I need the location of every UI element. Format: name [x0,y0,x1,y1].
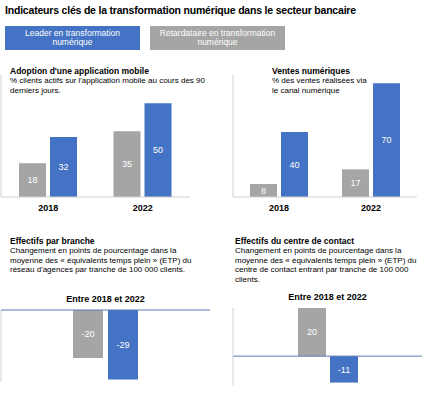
html-text:Leader en transformation numér: Leader en transformation numérique [25,27,120,47]
svg-text:-11: -11 [338,365,350,375]
svg-text:Entre 2018 et 2022: Entre 2018 et 2022 [288,292,367,302]
svg-text:35: 35 [122,159,132,169]
html-text:Adoption d'une application mob: Adoption d'une application mobile [10,66,149,76]
html-text:Ventes numériques: Ventes numériques [272,66,350,76]
svg-text:2018: 2018 [38,203,58,213]
svg-text:8: 8 [261,186,266,196]
svg-text:-20: -20 [81,329,94,339]
svg-text:Entre 2018 et 2022: Entre 2018 et 2022 [66,294,145,304]
svg-text:2022: 2022 [133,203,153,213]
svg-text:18: 18 [27,175,37,185]
svg-text:17: 17 [350,178,360,188]
html-text:Effectifs du centre de contact: Effectifs du centre de contact [235,236,354,246]
svg-text:2018: 2018 [269,203,289,213]
html-text:Changement en points de pource: Changement en points de pourcentage dans… [235,246,417,284]
svg-text:70: 70 [381,135,391,145]
html-text:Effectifs par branche: Effectifs par branche [10,236,95,246]
svg-text:-29: -29 [116,340,129,350]
html-text:% des ventes réalisées via le: % des ventes réalisées via le canal numé… [272,76,367,95]
svg-text:40: 40 [289,160,299,170]
html-text:Indicateurs clés de la transfo: Indicateurs clés de la transformation nu… [5,4,356,16]
html-text:Changement en points de pource: Changement en points de pourcentage dans… [10,246,192,275]
html-text:% clients actifs sur l'applica: % clients actifs sur l'application mobil… [10,76,205,95]
svg-text:50: 50 [153,145,163,155]
svg-text:20: 20 [307,327,317,337]
html-text:Retardataire en transformation: Retardataire en transformation numérique [159,27,276,47]
svg-text:32: 32 [58,162,68,172]
svg-text:2022: 2022 [361,203,381,213]
